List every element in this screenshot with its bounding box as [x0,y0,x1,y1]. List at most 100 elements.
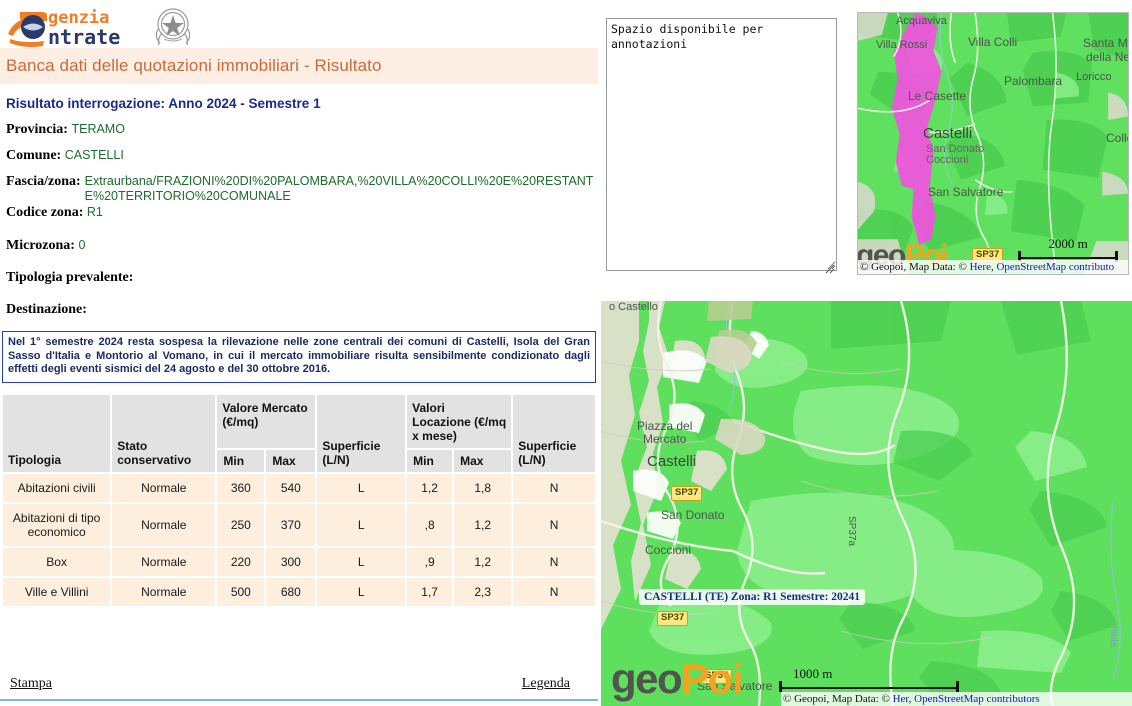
detail-map[interactable]: o Castello Piazza del Mercato Castelli S… [601,301,1132,706]
road-shield-sp37-bottom: SP37 [701,669,733,684]
geopoi-logo-poi: Poi [681,655,743,702]
attribution-separator: , [908,693,915,705]
cell-vm-max: 540 [266,473,316,502]
field-comune-value: CASTELLI [64,148,124,162]
cell-tipologia: Abitazioni di tipo economico [3,503,111,546]
col-header-stato-conservativo: Stato conservativo [112,394,216,472]
page-title: Banca dati delle quotazioni immobiliari … [0,48,598,84]
cell-vl-min: 1,7 [407,577,453,606]
result-heading: Risultato interrogazione: Anno 2024 - Se… [6,96,321,111]
legend-link[interactable]: Legenda [521,676,570,691]
cell-vl-max: 2,3 [454,577,512,606]
cell-sup-1: L [317,503,406,546]
cell-tipologia: Abitazioni civili [3,473,111,502]
geopoi-logo: geoPoi [611,655,744,702]
cell-vl-max: 1,8 [454,473,512,502]
field-codice-zona-value: R1 [86,205,103,219]
site-header: genzia ntrate [0,0,598,48]
table-row: Ville e Villini Normale 500 680 L 1,7 2,… [3,577,595,606]
cell-stato: Normale [112,547,216,576]
field-comune-label: Comune: [6,148,62,163]
col-header-vm-max: Max [266,449,316,472]
field-fascia-zona: Fascia/zona: Extraurbana/FRAZIONI%20DI%2… [6,174,598,204]
field-provincia-value: TERAMO [71,122,125,136]
attribution-osm-link[interactable]: OpenStreetMap contributo [996,261,1115,273]
cell-vm-max: 680 [266,577,316,606]
cell-vl-min: 1,2 [407,473,453,502]
field-codice-zona-label: Codice zona: [6,205,84,220]
col-header-vm-min: Min [217,449,265,472]
table-header-row-sub: Min Max Min Max [3,449,595,472]
cell-vl-min: ,9 [407,547,453,576]
field-microzona-value: 0 [78,238,86,252]
field-tipologia-prevalente-label: Tipologia prevalente: [6,270,134,285]
table-header-row-main: Tipologia Stato conservativo Valore Merc… [3,394,595,472]
scale-bar-label: 2000 m [1048,236,1088,251]
cell-sup-2: N [513,547,595,576]
cell-vm-min: 500 [217,577,265,606]
cell-vm-min: 250 [217,503,265,546]
field-destinazione: Destinazione: [6,302,598,317]
agenzia-entrate-logo-icon: genzia ntrate [8,8,120,48]
footer-links: Stampa Legenda [0,676,598,692]
attribution-prefix: © Geopoi, Map Data: © [783,693,893,705]
attribution-separator: , [990,261,997,273]
cell-sup-1: L [317,577,406,606]
overview-map[interactable]: Acquaviva Villa Rossi Villa Colli Santa … [857,12,1129,275]
table-row: Abitazioni civili Normale 360 540 L 1,2 … [3,473,595,502]
republic-emblem-icon [155,8,191,46]
scale-bar-graphic [779,681,959,692]
col-header-valore-mercato: Valore Mercato (€/mq) [217,394,316,448]
cell-vm-min: 220 [217,547,265,576]
field-fascia-zona-label: Fascia/zona: [6,174,81,189]
cell-vm-min: 360 [217,473,265,502]
seismic-suspension-notice: Nel 1° semestre 2024 resta sospesa la ri… [2,331,596,383]
col-header-valori-locazione: Valori Locazione (€/mq x mese) [407,394,512,448]
field-provincia-label: Provincia: [6,122,68,137]
attribution-here-link[interactable]: Her [892,693,909,705]
attribution-here-link[interactable]: Here [969,261,991,273]
field-comune: Comune: CASTELLI [6,148,598,163]
detail-map-canvas [601,301,1132,706]
zone-badge: CASTELLI (TE) Zona: R1 Semestre: 20241 [639,589,866,605]
col-header-tipologia: Tipologia [3,394,111,472]
field-fascia-zona-value: Extraurbana/FRAZIONI%20DI%20PALOMBARA,%2… [84,174,594,203]
result-content-column: genzia ntrate Banca dati delle quotazion… [0,0,598,701]
cell-sup-1: L [317,547,406,576]
col-header-superficie-2: Superficie (L/N) [513,394,595,472]
road-shield-sp37-upper: SP37 [671,486,703,501]
annotations-textarea[interactable] [606,18,837,271]
print-link[interactable]: Stampa [10,676,52,691]
table-row: Box Normale 220 300 L ,9 1,2 N [3,547,595,576]
field-destinazione-label: Destinazione: [6,302,87,317]
cell-sup-1: L [317,473,406,502]
cell-vm-max: 370 [266,503,316,546]
cell-stato: Normale [112,473,216,502]
field-codice-zona: Codice zona: R1 [6,205,598,220]
field-provincia: Provincia: TERAMO [6,122,598,137]
quotations-table: Tipologia Stato conservativo Valore Merc… [1,393,597,608]
scale-bar: 2000 m [1018,237,1118,262]
map-attribution: © Geopoi, Map Data: © Here, OpenStreetMa… [858,260,1128,274]
field-tipologia-prevalente: Tipologia prevalente: [6,270,598,285]
attribution-osm-link[interactable]: OpenStreetMap contributors [914,693,1040,705]
scale-bar: 1000 m [779,667,959,692]
cell-vl-min: ,8 [407,503,453,546]
scale-bar-graphic [1018,251,1118,262]
result-fields: Provincia: TERAMO Comune: CASTELLI Fasci… [0,122,598,317]
cell-vl-max: 1,2 [454,547,512,576]
annotations-area [606,18,837,276]
road-shield-sp37-lower: SP37 [657,611,689,626]
col-header-superficie-1: Superficie (L/N) [317,394,406,472]
footer-divider [0,699,598,701]
table-row: Abitazioni di tipo economico Normale 250… [3,503,595,546]
logo-text-genzia: genzia [48,8,109,28]
cell-sup-2: N [513,503,595,546]
attribution-prefix: © Geopoi, Map Data: © [860,261,970,273]
geopoi-logo-geo: geo [611,655,683,702]
cell-tipologia: Box [3,547,111,576]
cell-stato: Normale [112,577,216,606]
cell-vm-max: 300 [266,547,316,576]
cell-sup-2: N [513,473,595,502]
